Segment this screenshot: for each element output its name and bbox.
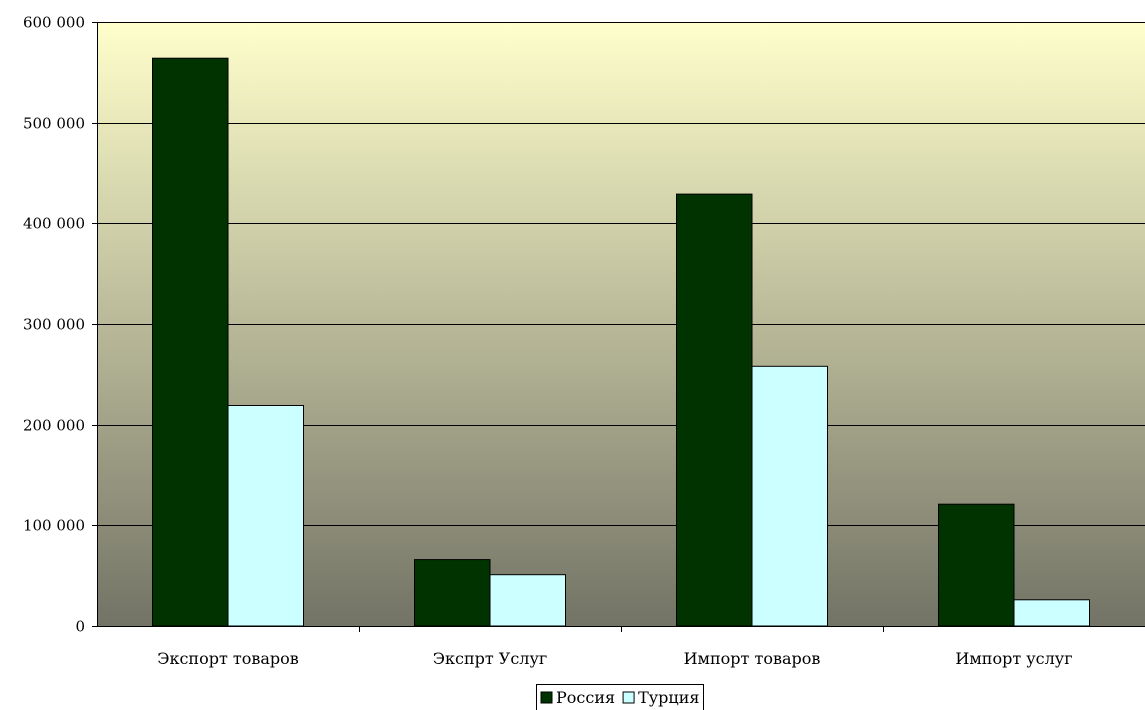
legend: Россия Турция (536, 684, 704, 710)
bar (227, 405, 304, 627)
y-tick-label: 0 (75, 618, 85, 636)
bar (1013, 599, 1090, 627)
legend-swatch (540, 691, 553, 704)
bar (152, 57, 229, 627)
bar (751, 365, 828, 627)
x-axis-ticks: Экспорт товаров Экспрт Услуг Импорт товаро… (157, 626, 1073, 668)
bar (938, 503, 1015, 627)
x-category-label: Экспорт товаров (157, 649, 299, 668)
bar (676, 193, 753, 627)
bar (414, 559, 491, 627)
legend-label: Россия (556, 688, 615, 707)
y-tick-label: 200 000 (23, 417, 85, 435)
bar (489, 574, 566, 627)
y-tick-label: 600 000 (23, 14, 85, 32)
legend-swatch (622, 691, 635, 704)
y-axis-ticks: 0 100 000 200 000 300 000 400 000 500 000 600 … (23, 14, 97, 636)
x-category-label: Экспрт Услуг (433, 649, 548, 668)
x-category-label: Импорт товаров (684, 649, 821, 668)
legend-box (536, 684, 704, 710)
y-tick-label: 500 000 (23, 115, 85, 133)
y-tick-label: 400 000 (23, 215, 85, 233)
y-tick-label: 100 000 (23, 517, 85, 535)
legend-label: Турция (638, 688, 699, 707)
x-category-label: Импорт услуг (955, 649, 1072, 668)
y-tick-label: 300 000 (23, 316, 85, 334)
bars (152, 57, 1090, 627)
